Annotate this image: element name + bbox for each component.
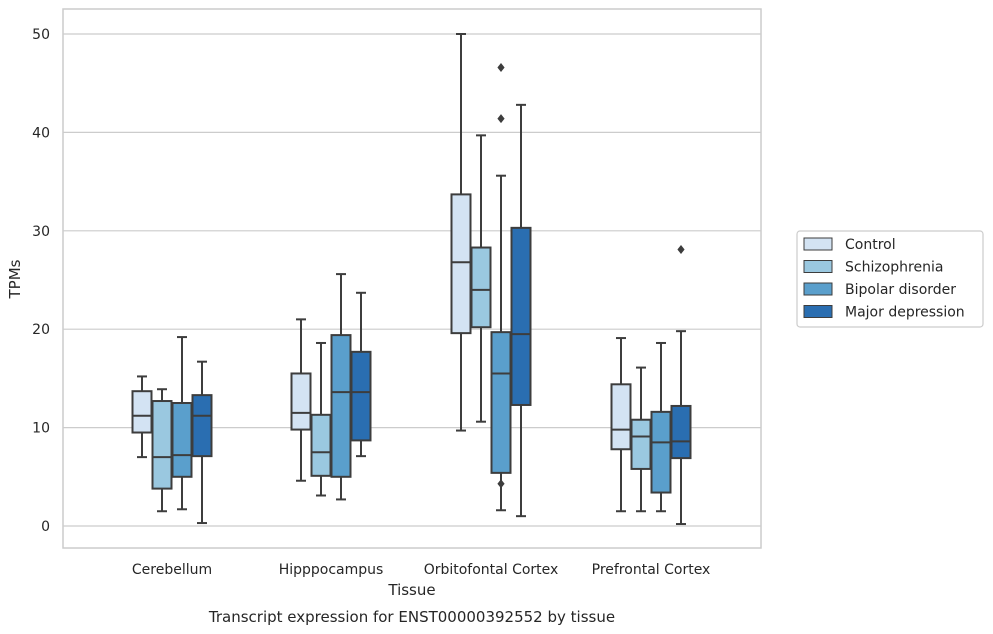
box [330,273,352,501]
box-body [610,383,632,451]
box-body [310,413,332,477]
x-tick-label: Hipppocampus [279,562,384,578]
box [650,341,672,513]
box [350,291,372,458]
legend-swatch [803,237,833,251]
series-control [131,33,632,513]
series-bipolar-disorder [171,62,672,513]
box [290,318,312,482]
box [450,33,472,432]
y-tick-label: 30 [32,224,50,240]
y-tick-label: 20 [32,322,50,338]
box [131,375,153,459]
box-series [131,33,692,526]
box-body [450,193,472,335]
outlier-point [497,62,505,72]
box-body [650,410,672,494]
y-tick-label: 50 [32,27,50,43]
y-tick-labels: 0 10 20 30 40 50 [32,27,50,535]
x-tick-label: Orbitofontal Cortex [424,562,559,578]
box [470,134,492,423]
box-body [490,331,512,474]
outlier-point [497,479,505,489]
box-body [191,394,213,458]
legend-swatch [803,260,833,273]
legend-label: Control [845,237,896,253]
box-body [151,400,173,490]
y-tick-label: 0 [41,519,50,535]
y-tick-label: 40 [32,125,50,141]
box-body [171,402,193,478]
box [510,103,532,518]
legend-label: Schizophrenia [845,260,943,276]
box-body [330,334,352,478]
box [171,336,193,511]
box-body [630,418,652,470]
legend-swatch [803,305,833,318]
box-body [131,390,153,434]
box-body [670,404,692,460]
series-major-depression [191,103,692,526]
plot-frame [62,8,762,549]
box-body [350,350,372,442]
legend-label: Major depression [845,305,965,321]
box [610,337,632,513]
box [310,341,332,497]
y-tick-label: 10 [32,421,50,437]
x-tick-label: Cerebellum [132,562,212,578]
outlier-point [677,244,685,254]
series-schizophrenia [151,134,652,513]
box [191,360,213,525]
x-axis-title: Tissue [387,581,435,599]
box [630,366,652,513]
box-body [290,372,312,431]
legend-frame [796,230,984,328]
box [670,244,692,526]
box [490,62,512,512]
x-tick-labels: Cerebellum Hipppocampus Orbitofontal Corte… [132,562,710,578]
legend-label: Bipolar disorder [845,282,956,298]
x-tick-label: Prefrontal Cortex [592,562,711,578]
chart-caption: Transcript expression for ENST0000039255… [208,608,615,626]
box-body [470,246,492,329]
legend: Control Schizophrenia Bipolar disorder Majo… [796,230,984,328]
y-axis-title: TPMs [6,259,24,299]
legend-swatch [803,282,833,296]
box [151,388,173,513]
outlier-point [497,114,505,124]
box-body [510,226,532,406]
